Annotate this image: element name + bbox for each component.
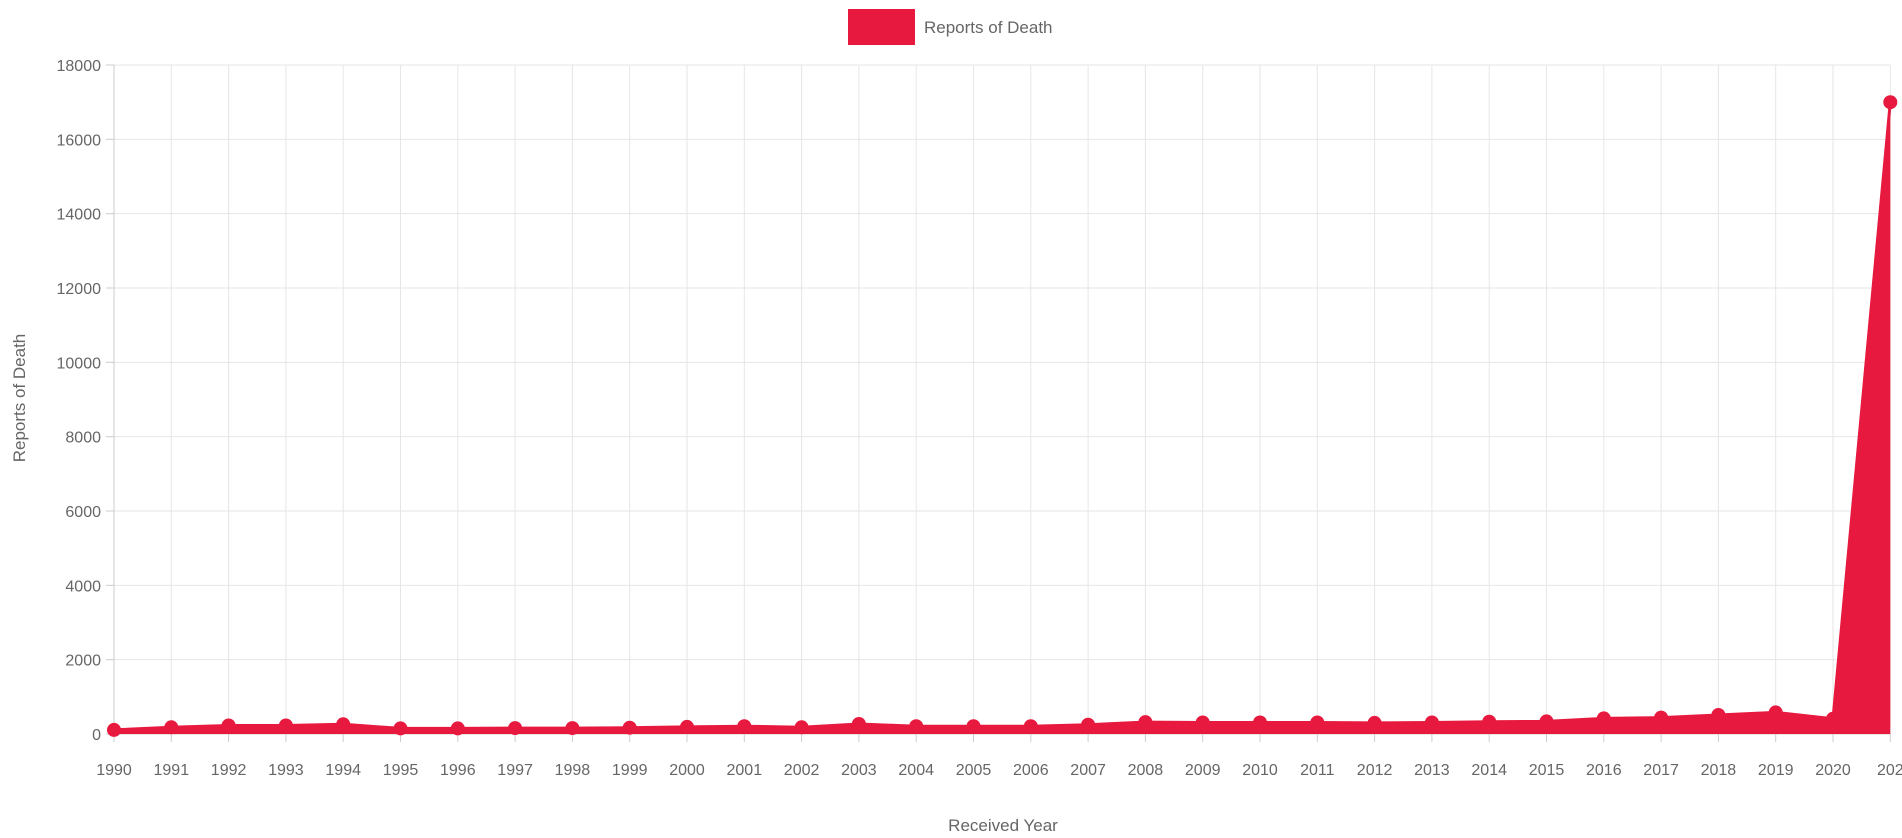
data-point-1998[interactable] [565, 721, 580, 736]
series-layer [113, 102, 1892, 734]
data-point-2014[interactable] [1482, 714, 1497, 729]
x-tick-label: 2011 [1300, 762, 1335, 779]
data-point-2001[interactable] [737, 719, 752, 734]
data-point-2002[interactable] [794, 720, 809, 735]
data-point-2021[interactable] [1883, 95, 1898, 110]
data-point-1996[interactable] [450, 721, 465, 736]
y-tick-label: 12000 [57, 281, 102, 298]
x-tick-label: 2008 [1128, 762, 1164, 779]
data-point-1990[interactable] [107, 722, 121, 737]
x-tick-label: 2015 [1529, 762, 1565, 779]
x-tick-label: 2007 [1070, 762, 1106, 779]
x-tick-label: 1990 [96, 762, 132, 779]
y-tick-label: 6000 [65, 504, 101, 521]
data-point-2009[interactable] [1195, 715, 1210, 730]
x-tick-label: 1993 [268, 762, 304, 779]
data-point-2003[interactable] [851, 717, 866, 731]
data-point-1993[interactable] [278, 718, 293, 733]
x-tick-label: 2005 [956, 762, 992, 779]
data-point-2005[interactable] [966, 719, 981, 734]
y-tick-label: 0 [92, 727, 101, 744]
data-point-1992[interactable] [221, 718, 236, 733]
x-tick-label: 1994 [325, 762, 361, 779]
x-tick-label: 2009 [1185, 762, 1221, 779]
data-point-2019[interactable] [1768, 705, 1783, 720]
x-tick-label: 1992 [211, 762, 247, 779]
data-point-2011[interactable] [1310, 715, 1325, 730]
points-layer [107, 95, 1898, 737]
data-point-1999[interactable] [622, 720, 637, 735]
y-tick-label: 4000 [65, 578, 101, 595]
data-point-2000[interactable] [680, 719, 694, 734]
y-tick-label: 10000 [57, 355, 102, 372]
x-tick-label: 2012 [1357, 762, 1393, 779]
data-point-2015[interactable] [1539, 714, 1554, 729]
x-tick-label: 2004 [898, 762, 934, 779]
y-tick-label: 16000 [57, 132, 102, 149]
data-point-2017[interactable] [1654, 710, 1669, 725]
data-point-1991[interactable] [164, 720, 179, 735]
data-point-2007[interactable] [1081, 717, 1096, 732]
data-point-2013[interactable] [1424, 715, 1439, 730]
legend[interactable]: Reports of Death [848, 9, 1053, 45]
legend-swatch[interactable] [848, 9, 915, 45]
x-tick-label: 1998 [555, 762, 591, 779]
legend-label[interactable]: Reports of Death [924, 18, 1053, 37]
x-tick-label: 2016 [1586, 762, 1622, 779]
data-point-2016[interactable] [1596, 711, 1611, 726]
x-tick-label: 2017 [1643, 762, 1679, 779]
x-tick-label: 2020 [1815, 762, 1851, 779]
axes: 0 2000 4000 6000 8000 10000 12000 14000 16000 180… [57, 58, 1902, 779]
x-tick-label: 2014 [1471, 762, 1507, 779]
y-tick-label: 14000 [57, 207, 102, 224]
y-tick-label: 18000 [57, 58, 102, 75]
series-area-fill [114, 102, 1891, 734]
x-tick-label: 1997 [497, 762, 533, 779]
data-point-2018[interactable] [1711, 708, 1726, 722]
x-tick-label: 1999 [612, 762, 648, 779]
data-point-2004[interactable] [909, 719, 924, 734]
data-point-1994[interactable] [336, 717, 351, 732]
y-tick-label: 8000 [65, 430, 101, 447]
x-tick-label: 2013 [1414, 762, 1450, 779]
grid [113, 64, 1891, 735]
x-tick-label: 2003 [841, 762, 877, 779]
x-tick-label: 202 [1877, 762, 1902, 779]
y-tick-label: 2000 [65, 653, 101, 670]
x-tick-label: 2006 [1013, 762, 1049, 779]
x-tick-label: 1995 [383, 762, 419, 779]
x-tick-label: 1996 [440, 762, 476, 779]
x-tick-label: 2010 [1242, 762, 1278, 779]
x-axis-title: Received Year [948, 816, 1058, 835]
data-point-1995[interactable] [393, 721, 408, 736]
x-tick-label: 2001 [727, 762, 763, 779]
data-point-2006[interactable] [1023, 719, 1038, 734]
data-point-1997[interactable] [508, 721, 523, 736]
x-tick-label: 1991 [154, 762, 190, 779]
data-point-2012[interactable] [1367, 715, 1382, 730]
x-tick-label: 2019 [1758, 762, 1794, 779]
data-point-2020[interactable] [1826, 711, 1840, 726]
data-point-2008[interactable] [1138, 715, 1153, 730]
x-tick-label: 2018 [1701, 762, 1737, 779]
x-tick-label: 2000 [669, 762, 705, 779]
y-axis-title: Reports of Death [10, 334, 29, 463]
series-line [113, 102, 1892, 732]
x-tick-label: 2002 [784, 762, 820, 779]
data-point-2010[interactable] [1253, 715, 1267, 730]
